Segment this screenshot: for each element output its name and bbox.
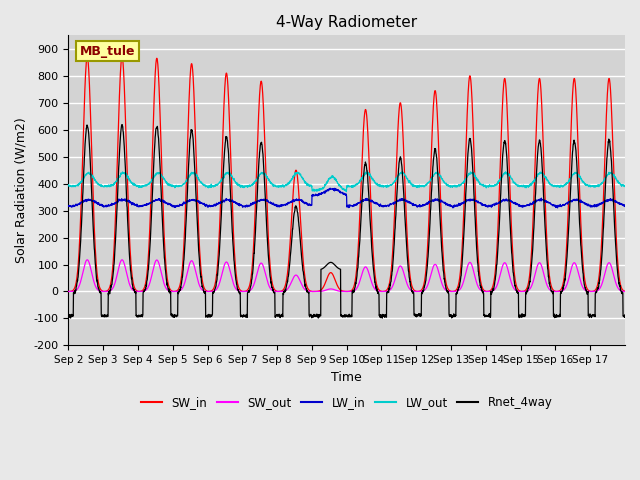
X-axis label: Time: Time [332, 371, 362, 384]
Text: MB_tule: MB_tule [79, 45, 135, 58]
Title: 4-Way Radiometer: 4-Way Radiometer [276, 15, 417, 30]
Y-axis label: Solar Radiation (W/m2): Solar Radiation (W/m2) [15, 118, 28, 263]
Legend: SW_in, SW_out, LW_in, LW_out, Rnet_4way: SW_in, SW_out, LW_in, LW_out, Rnet_4way [136, 392, 557, 414]
